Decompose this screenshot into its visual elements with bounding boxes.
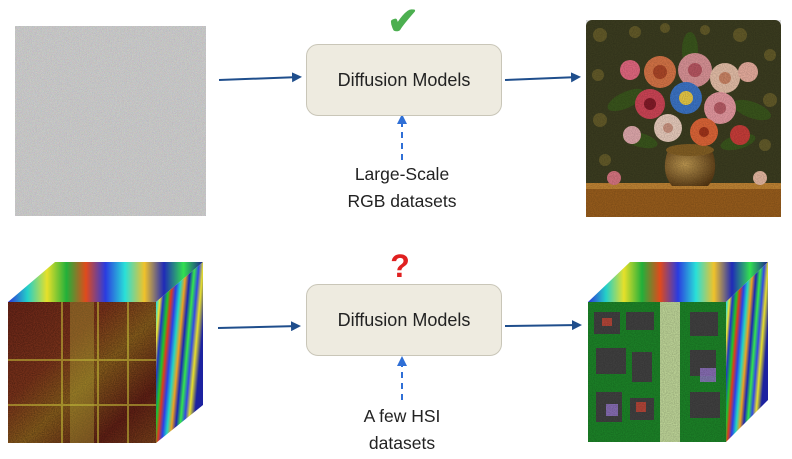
flower-painting-icon xyxy=(586,20,781,217)
caption-line-2: datasets xyxy=(368,433,436,453)
caption-line-1: Large-Scale xyxy=(354,164,450,184)
noise-image-icon xyxy=(15,26,206,216)
question-icon: ? xyxy=(390,248,410,284)
arrow-hsi-to-model xyxy=(217,321,301,332)
hsi-cube-icon xyxy=(8,262,203,443)
model-label: Diffusion Models xyxy=(337,309,471,330)
model-label: Diffusion Models xyxy=(337,69,471,90)
check-icon: ✔ xyxy=(387,1,419,43)
arrow-model-to-painting xyxy=(504,72,581,83)
arrow-model-to-generated-hsi xyxy=(504,320,582,331)
caption-line-1: A few HSI xyxy=(363,406,441,426)
generated-hsi-cube-icon xyxy=(588,262,768,442)
rgb-datasets-caption: Large-Scale RGB datasets xyxy=(302,161,502,215)
caption-line-2: RGB datasets xyxy=(347,191,457,211)
arrow-noise-to-model xyxy=(218,72,302,83)
diffusion-model-box-bottom: Diffusion Models xyxy=(306,284,502,356)
hsi-datasets-caption: A few HSI datasets xyxy=(302,403,502,457)
diffusion-model-box-top: Diffusion Models xyxy=(306,44,502,116)
